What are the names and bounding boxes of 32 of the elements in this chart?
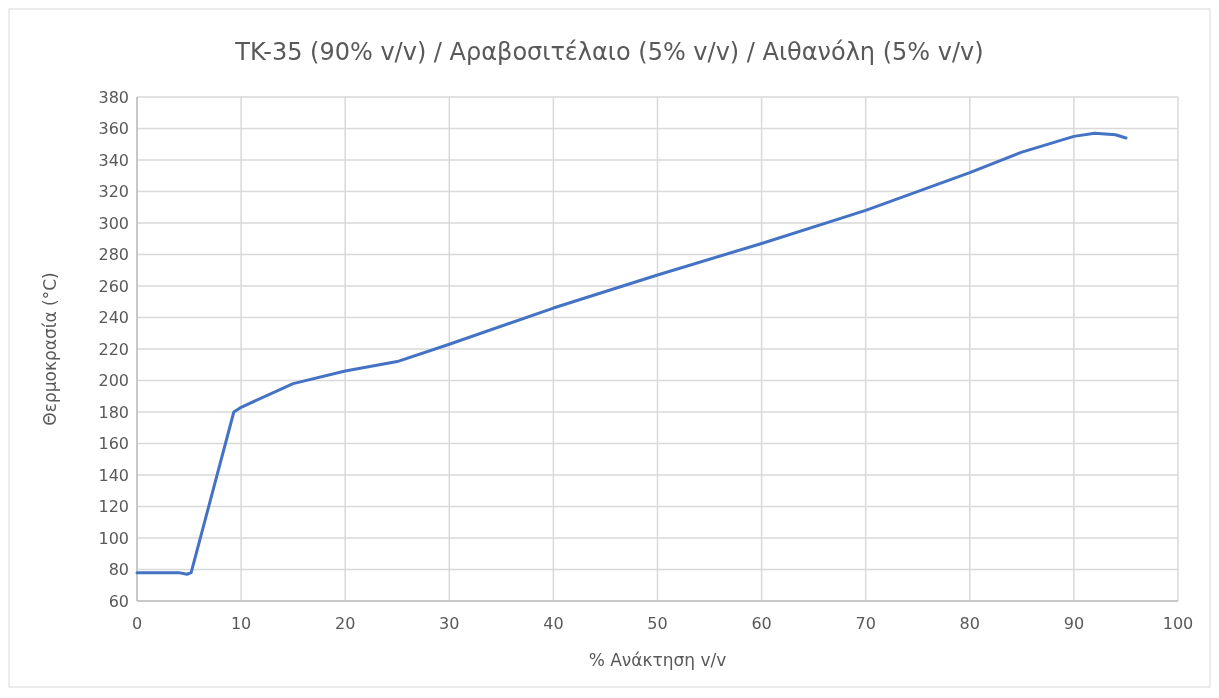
y-tick-label: 80 (108, 560, 129, 580)
x-tick-label: 60 (751, 614, 772, 633)
y-tick-label: 60 (108, 591, 129, 611)
x-tick-label: 40 (543, 614, 564, 633)
y-axis-title: Θερμοκρασία (°C) (40, 272, 60, 426)
y-tick-label: 380 (98, 87, 129, 107)
y-tick-label: 240 (98, 308, 129, 328)
x-tick-label: 80 (959, 614, 980, 633)
y-tick-label: 140 (98, 465, 129, 485)
y-tick-label: 360 (98, 119, 129, 139)
x-axis-title: % Ανάκτηση v/v (588, 650, 727, 670)
x-tick-label: 30 (439, 614, 460, 633)
x-tick-label: 10 (230, 614, 252, 633)
y-tick-label: 100 (98, 528, 129, 548)
x-tick-label: 90 (1063, 614, 1085, 633)
x-tick-label: 20 (335, 614, 356, 633)
y-tick-label: 280 (98, 245, 129, 265)
x-tick-label: 100 (1162, 614, 1194, 633)
y-tick-label: 200 (98, 371, 129, 391)
y-tick-label: 180 (98, 402, 129, 422)
chart-title: TK-35 (90% v/v) / Αραβοσιτέλαιο (5% v/v) / Αιθανόλη (5% v/v) (234, 38, 984, 66)
x-tick-label: 70 (855, 614, 876, 633)
y-tick-label: 160 (98, 434, 129, 454)
y-tick-label: 300 (98, 213, 129, 233)
y-tick-label: 260 (98, 276, 129, 296)
x-tick-label: 50 (647, 614, 668, 633)
y-tick-label: 120 (98, 497, 129, 517)
line-series (135, 131, 1128, 576)
y-tick-label: 320 (98, 182, 129, 202)
x-tick-label: 0 (131, 614, 143, 633)
y-tick-label: 220 (98, 339, 129, 359)
y-tick-label: 340 (98, 150, 129, 170)
